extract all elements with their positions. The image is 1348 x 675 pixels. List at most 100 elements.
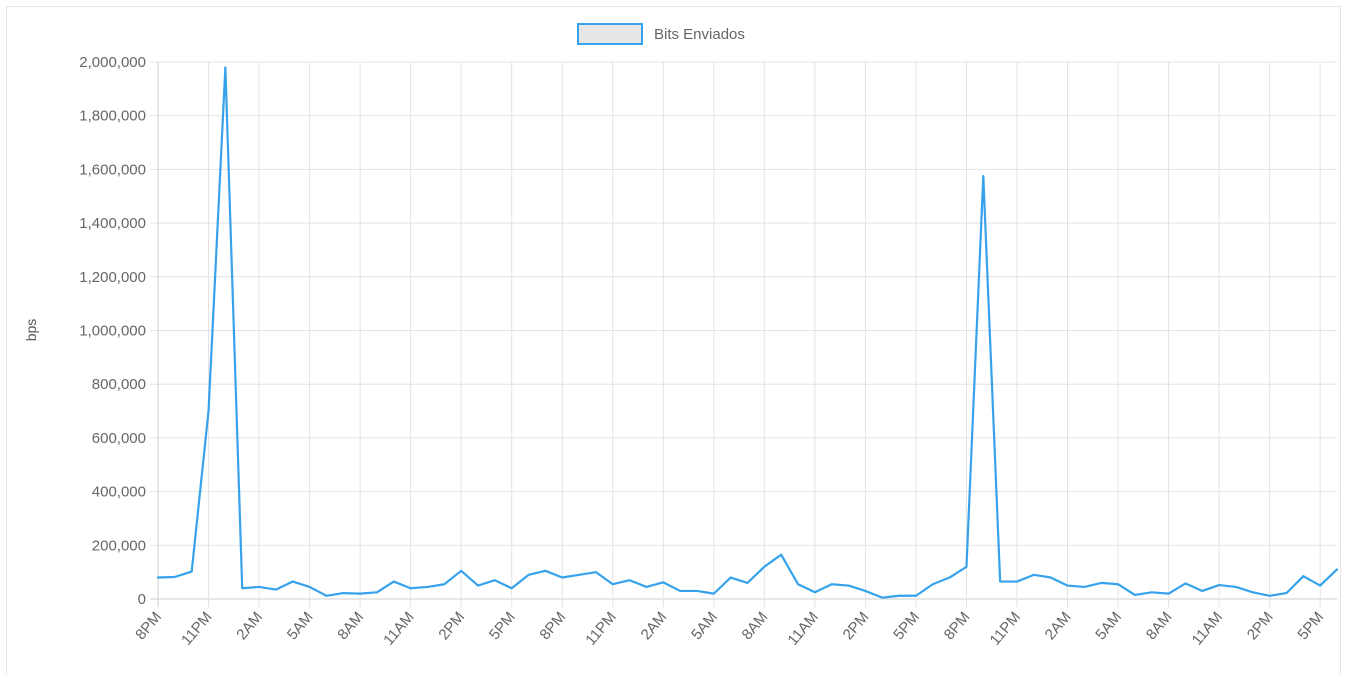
x-tick-label: 5AM [688,609,721,644]
y-tick-label: 1,800,000 [79,108,146,125]
x-tick-label: 8PM [536,609,569,644]
data-point[interactable] [778,552,784,558]
data-point[interactable] [745,580,751,586]
x-tick-label: 5AM [1092,609,1125,644]
data-point[interactable] [643,584,649,590]
chart-frame [6,6,1341,675]
x-tick-label: 5PM [1294,609,1327,644]
y-tick-label: 1,400,000 [79,215,146,232]
data-point[interactable] [1014,579,1020,585]
data-point[interactable] [526,572,532,578]
data-point[interactable] [980,173,986,179]
data-point[interactable] [1065,583,1071,589]
data-point[interactable] [963,564,969,570]
data-point[interactable] [1031,572,1037,578]
data-point[interactable] [1132,592,1138,598]
data-point[interactable] [1081,584,1087,590]
data-point[interactable] [492,577,498,583]
data-point[interactable] [862,588,868,594]
data-point[interactable] [323,593,329,599]
series-line-bits-enviados [156,66,1339,599]
x-tick-label: 2PM [840,609,873,644]
axes: 0 200,000 400,000 600,000 800,000 1,000,000 1,… [79,54,1327,649]
data-point[interactable] [290,579,296,585]
data-point[interactable] [879,595,885,601]
data-point[interactable] [761,564,767,570]
data-point[interactable] [913,593,919,599]
data-point[interactable] [155,575,161,581]
x-tick-label: 2PM [1244,609,1277,644]
y-tick-label: 2,000,000 [79,54,146,71]
data-point[interactable] [1216,582,1222,588]
x-tick-label: 8AM [739,609,772,644]
data-point[interactable] [829,581,835,587]
data-point[interactable] [1283,590,1289,596]
data-point[interactable] [1250,589,1256,595]
data-point[interactable] [1199,588,1205,594]
data-point[interactable] [475,583,481,589]
data-point[interactable] [795,581,801,587]
data-point[interactable] [1115,581,1121,587]
data-point[interactable] [1267,593,1273,599]
data-point[interactable] [189,569,195,575]
data-point[interactable] [559,575,565,581]
data-point[interactable] [424,584,430,590]
data-point[interactable] [1182,580,1188,586]
x-tick-label: 5AM [284,609,317,644]
x-tick-label: 11PM [178,609,215,649]
data-point[interactable] [239,585,245,591]
data-point[interactable] [576,572,582,578]
data-point[interactable] [610,581,616,587]
data-point[interactable] [1233,584,1239,590]
data-point[interactable] [172,574,178,580]
legend[interactable]: Bits Enviados [577,23,745,45]
data-point[interactable] [694,588,700,594]
data-point[interactable] [509,585,515,591]
data-point[interactable] [1334,566,1340,572]
data-point[interactable] [1098,580,1104,586]
data-point[interactable] [947,575,953,581]
data-point[interactable] [627,577,633,583]
data-point[interactable] [660,579,666,585]
x-tick-label: 5PM [486,609,519,644]
data-point[interactable] [307,584,313,590]
data-point[interactable] [593,569,599,575]
y-tick-label: 600,000 [92,430,146,447]
data-point[interactable] [374,589,380,595]
y-tick-label: 400,000 [92,484,146,501]
data-point[interactable] [1317,583,1323,589]
data-point[interactable] [677,588,683,594]
data-point[interactable] [1300,573,1306,579]
data-point[interactable] [846,583,852,589]
x-tick-label: 2AM [233,609,266,644]
x-tick-label: 2AM [1042,609,1075,644]
data-point[interactable] [256,584,262,590]
x-tick-label: 11AM [1189,609,1226,649]
data-point[interactable] [441,581,447,587]
data-point[interactable] [458,568,464,574]
x-tick-label: 5PM [890,609,923,644]
data-point[interactable] [206,408,212,414]
legend-label[interactable]: Bits Enviados [654,26,745,43]
data-point[interactable] [273,587,279,593]
y-axis-title: bps [23,319,39,342]
data-point[interactable] [408,585,414,591]
data-point[interactable] [1166,591,1172,597]
data-point[interactable] [391,579,397,585]
data-point[interactable] [1048,575,1054,581]
data-point[interactable] [357,591,363,597]
data-point[interactable] [222,64,228,70]
data-point[interactable] [1149,589,1155,595]
data-point[interactable] [930,581,936,587]
data-point[interactable] [542,568,548,574]
data-point[interactable] [340,590,346,596]
data-point[interactable] [728,575,734,581]
data-point[interactable] [711,591,717,597]
data-point[interactable] [812,589,818,595]
grid-lines [150,61,1337,607]
legend-swatch[interactable] [577,23,643,45]
data-point[interactable] [997,579,1003,585]
x-tick-label: 8AM [1143,609,1176,644]
data-point[interactable] [896,593,902,599]
